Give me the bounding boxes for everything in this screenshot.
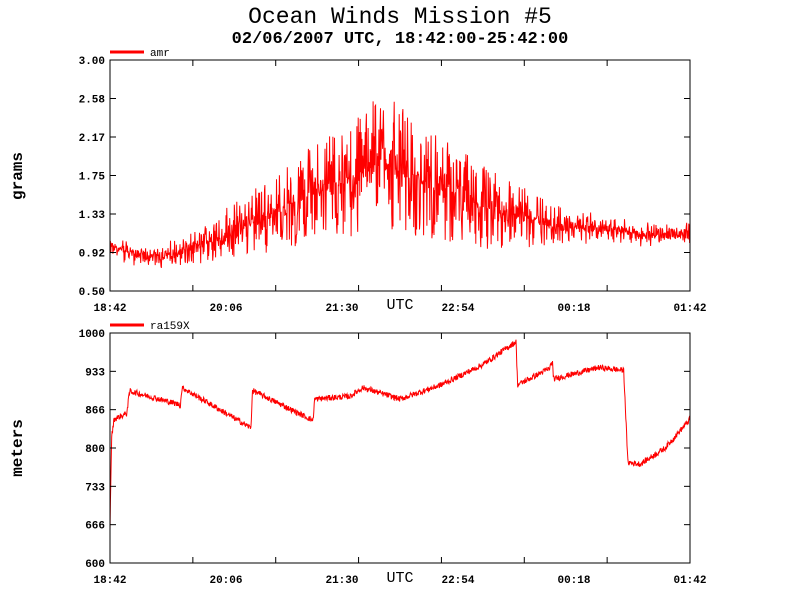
y-axis-label: meters bbox=[9, 419, 27, 477]
chart-subtitle: 02/06/2007 UTC, 18:42:00-25:42:00 bbox=[231, 30, 569, 49]
series-line bbox=[109, 339, 691, 531]
chart-panel-2: 600 666 733 800 866 933 1000 18:42 20:06 21:30 22:… bbox=[9, 321, 707, 587]
y-tick-label: 1000 bbox=[79, 329, 105, 341]
y-tick-label: 3.00 bbox=[79, 56, 105, 68]
y-tick-label: 600 bbox=[85, 559, 105, 571]
chart-title: Ocean Winds Mission #5 bbox=[248, 4, 552, 30]
chart-panel-1: 0.50 0.92 1.33 1.75 2.17 2.58 3.00 18:42 20:06 21… bbox=[9, 48, 707, 315]
y-tick-label: 0.92 bbox=[79, 249, 105, 261]
x-tick-label: 18:42 bbox=[93, 303, 126, 315]
legend-label: amr bbox=[150, 48, 170, 60]
y-tick-label: 866 bbox=[85, 406, 105, 418]
y-tick-label: 733 bbox=[85, 482, 105, 494]
y-tick-label: 800 bbox=[85, 444, 105, 456]
x-tick-label: 21:30 bbox=[325, 575, 358, 587]
x-tick-label: 00:18 bbox=[557, 303, 590, 315]
x-tick-label: 01:42 bbox=[673, 303, 706, 315]
y-tick-label: 0.50 bbox=[79, 287, 105, 299]
y-tick-label: 666 bbox=[85, 521, 105, 533]
y-tick-label: 1.75 bbox=[79, 172, 106, 184]
x-axis-label: UTC bbox=[386, 570, 413, 587]
x-tick-label: 00:18 bbox=[557, 575, 590, 587]
x-tick-label: 20:06 bbox=[209, 575, 242, 587]
y-tick-label: 933 bbox=[85, 367, 105, 379]
x-tick-label: 21:30 bbox=[325, 303, 358, 315]
legend-label: ra159X bbox=[150, 321, 190, 333]
series-line bbox=[109, 101, 691, 269]
y-tick-label: 2.17 bbox=[79, 133, 105, 145]
x-tick-label: 22:54 bbox=[441, 303, 474, 315]
y-tick-label: 2.58 bbox=[79, 95, 106, 107]
x-tick-label: 22:54 bbox=[441, 575, 474, 587]
y-axis-label: grams bbox=[9, 152, 27, 200]
x-tick-label: 01:42 bbox=[673, 575, 706, 587]
y-tick-label: 1.33 bbox=[79, 210, 106, 222]
x-tick-label: 20:06 bbox=[209, 303, 242, 315]
x-axis-label: UTC bbox=[386, 297, 413, 314]
x-tick-label: 18:42 bbox=[93, 575, 126, 587]
